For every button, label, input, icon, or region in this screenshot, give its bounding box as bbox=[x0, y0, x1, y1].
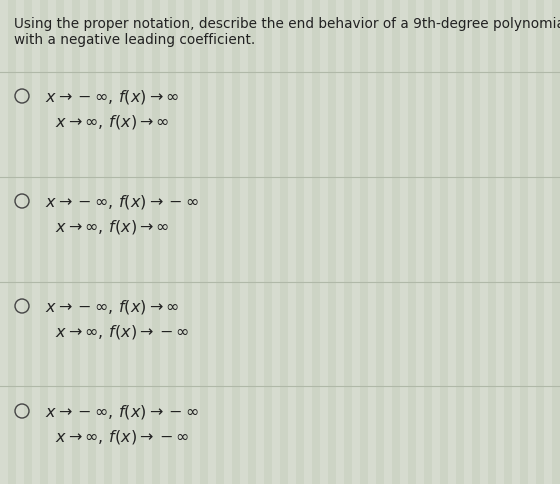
Bar bbox=[304, 0, 312, 484]
Bar bbox=[208, 0, 216, 484]
Bar bbox=[384, 0, 392, 484]
Bar bbox=[128, 0, 136, 484]
Text: $x\rightarrow \infty,\, f(x)\rightarrow \infty$: $x\rightarrow \infty,\, f(x)\rightarrow … bbox=[55, 217, 170, 236]
Bar bbox=[0, 0, 8, 484]
Bar bbox=[480, 0, 488, 484]
Bar bbox=[448, 0, 456, 484]
Bar bbox=[400, 0, 408, 484]
Bar bbox=[544, 0, 552, 484]
Text: with a negative leading coefficient.: with a negative leading coefficient. bbox=[14, 33, 255, 47]
Bar bbox=[432, 0, 440, 484]
Bar bbox=[64, 0, 72, 484]
Bar bbox=[224, 0, 232, 484]
Bar bbox=[256, 0, 264, 484]
Bar bbox=[320, 0, 328, 484]
Bar bbox=[144, 0, 152, 484]
Bar bbox=[288, 0, 296, 484]
Text: $x\rightarrow \infty,\, f(x)\rightarrow -\infty$: $x\rightarrow \infty,\, f(x)\rightarrow … bbox=[55, 427, 189, 445]
Bar bbox=[368, 0, 376, 484]
Bar bbox=[464, 0, 472, 484]
Bar bbox=[496, 0, 504, 484]
Bar bbox=[512, 0, 520, 484]
Bar bbox=[176, 0, 184, 484]
Bar bbox=[352, 0, 360, 484]
Bar bbox=[32, 0, 40, 484]
Text: Using the proper notation, describe the end behavior of a 9th-degree polynomial: Using the proper notation, describe the … bbox=[14, 17, 560, 31]
Bar bbox=[272, 0, 280, 484]
Text: $x\rightarrow -\infty,\, f(x)\rightarrow -\infty$: $x\rightarrow -\infty,\, f(x)\rightarrow… bbox=[45, 193, 199, 211]
Bar bbox=[112, 0, 120, 484]
Bar bbox=[240, 0, 248, 484]
Bar bbox=[192, 0, 200, 484]
Bar bbox=[416, 0, 424, 484]
Bar bbox=[48, 0, 56, 484]
Text: $x\rightarrow -\infty,\, f(x)\rightarrow \infty$: $x\rightarrow -\infty,\, f(x)\rightarrow… bbox=[45, 297, 179, 316]
Bar bbox=[96, 0, 104, 484]
Bar bbox=[336, 0, 344, 484]
Text: $x\rightarrow -\infty,\, f(x)\rightarrow -\infty$: $x\rightarrow -\infty,\, f(x)\rightarrow… bbox=[45, 402, 199, 420]
Bar bbox=[160, 0, 168, 484]
Bar bbox=[80, 0, 88, 484]
Bar bbox=[16, 0, 24, 484]
Text: $x\rightarrow \infty,\, f(x)\rightarrow -\infty$: $x\rightarrow \infty,\, f(x)\rightarrow … bbox=[55, 322, 189, 340]
Bar bbox=[528, 0, 536, 484]
Text: $x\rightarrow -\infty,\, f(x)\rightarrow \infty$: $x\rightarrow -\infty,\, f(x)\rightarrow… bbox=[45, 88, 179, 106]
Text: $x\rightarrow \infty,\, f(x)\rightarrow \infty$: $x\rightarrow \infty,\, f(x)\rightarrow … bbox=[55, 113, 170, 131]
